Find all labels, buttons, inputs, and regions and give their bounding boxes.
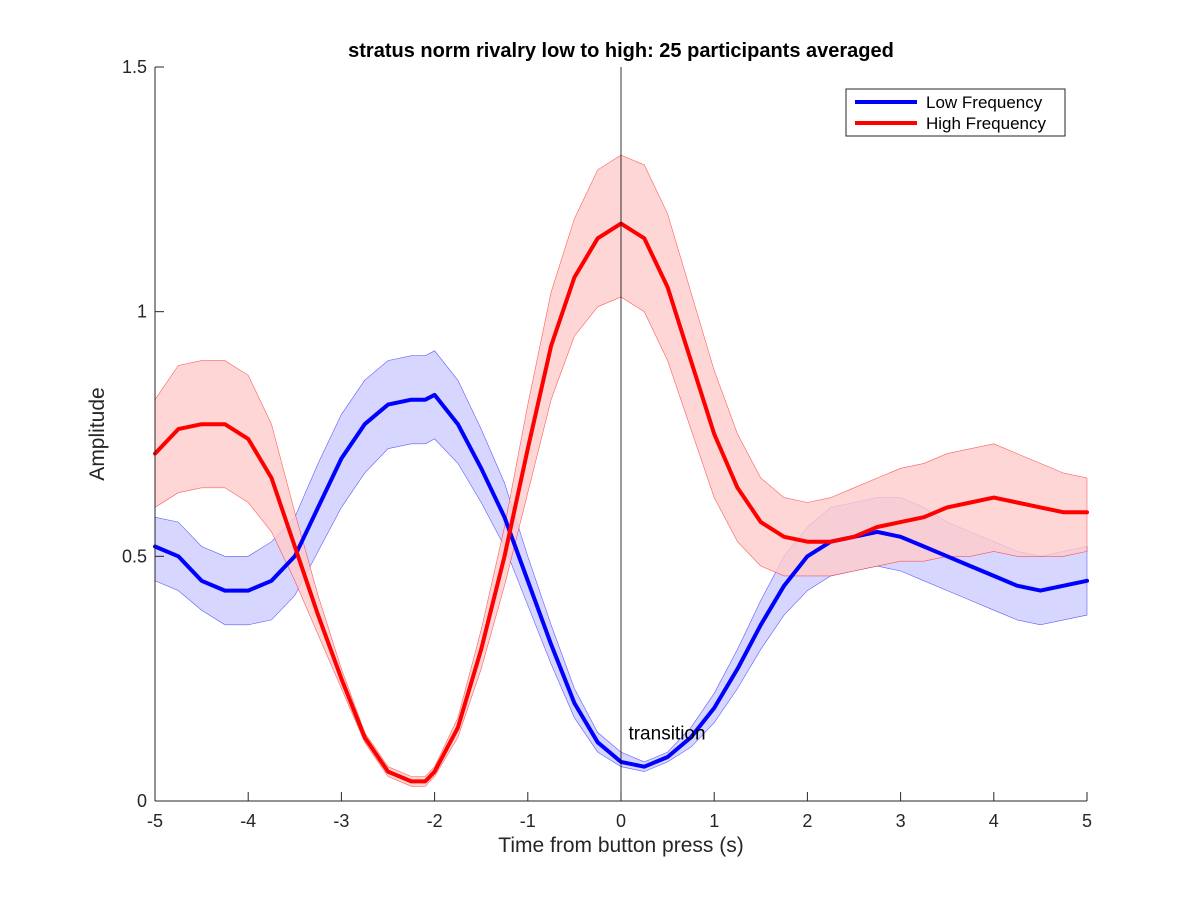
x-tick-label: -4 <box>240 811 256 831</box>
x-tick-label: 5 <box>1082 811 1092 831</box>
y-tick-label: 1.5 <box>122 57 147 77</box>
annotation-text: transition <box>628 723 705 744</box>
line-series-1 <box>153 221 1089 784</box>
x-tick-label: 0 <box>616 811 626 831</box>
y-axis-label: Amplitude <box>86 387 109 480</box>
y-tick-label: 1 <box>137 302 147 322</box>
x-tick-label: 1 <box>709 811 719 831</box>
x-tick-label: -5 <box>147 811 163 831</box>
y-tick-label: 0 <box>137 791 147 811</box>
chart-title: stratus norm rivalry low to high: 25 par… <box>348 40 894 62</box>
series-lines <box>153 221 1089 784</box>
y-tick-label: 0.5 <box>122 546 147 566</box>
axes: -5 -4 -3 -2 -1 0 1 2 3 4 5 0 0.5 1 1.5 <box>122 57 1092 831</box>
line-series-0 <box>153 392 1089 769</box>
x-tick-label: 2 <box>802 811 812 831</box>
x-tick-label: -1 <box>520 811 536 831</box>
legend-label: Low Frequency <box>926 93 1043 112</box>
x-tick-label: -2 <box>427 811 443 831</box>
x-tick-label: -3 <box>333 811 349 831</box>
x-axis-label: Time from button press (s) <box>498 834 743 857</box>
x-tick-label: 4 <box>989 811 999 831</box>
annotations: transition <box>628 723 705 744</box>
legend: Low Frequency High Frequency <box>845 88 1066 137</box>
x-tick-label: 3 <box>896 811 906 831</box>
legend-box <box>845 88 1066 137</box>
legend-label: High Frequency <box>926 114 1047 133</box>
